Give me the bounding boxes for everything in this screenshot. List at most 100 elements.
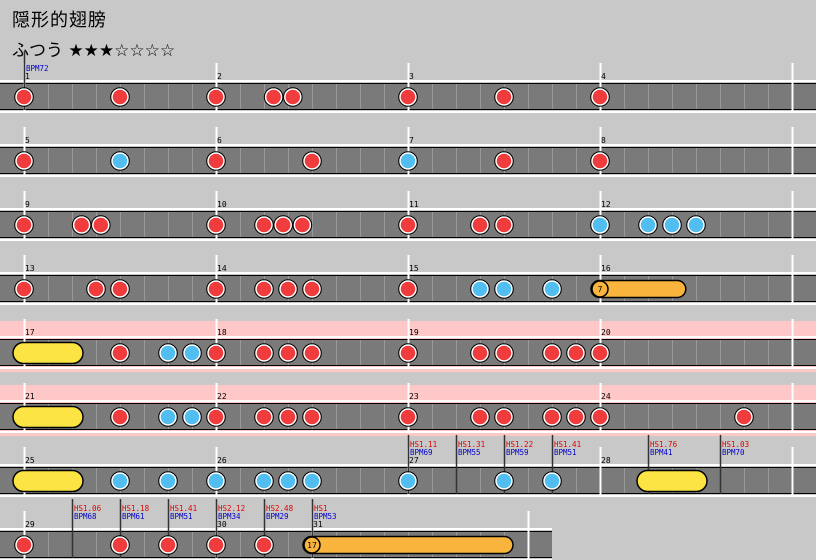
don-note-outline [254,407,274,427]
score-row-1: 1 2 3 4 BPM72 [0,51,816,113]
don-note [207,88,225,106]
don-note-outline [470,343,490,363]
ka-note [495,472,513,490]
measure-number: 29 [25,520,35,529]
ka-note [111,472,129,490]
hs-label: HS2.48 [266,504,294,513]
don-note-outline [494,215,514,235]
don-note-outline [278,407,298,427]
ka-note-outline [182,407,202,427]
don-note-outline [590,87,610,107]
don-note-outline [566,343,586,363]
ka-note-outline [302,471,322,491]
ka-note-outline [182,343,202,363]
bpm-label: BPM41 [650,448,673,457]
don-note [303,408,321,426]
don-note [399,216,417,234]
don-note-outline [14,151,34,171]
don-note-outline [110,87,130,107]
measure-number: 14 [217,264,227,273]
don-note [111,280,129,298]
hs-label: HS1.11 [410,440,437,449]
don-note-outline [71,215,92,235]
don-note-outline [14,215,34,235]
drumroll-head: 7 [591,280,609,298]
measure-number: 19 [409,328,419,337]
don-note-outline [494,87,514,107]
measure-number: 4 [601,72,606,81]
don-note [399,88,417,106]
measure-number: 6 [217,136,222,145]
measure-number: 13 [25,264,35,273]
ka-note [159,472,177,490]
don-note [92,216,110,234]
ka-note-outline [542,279,562,299]
measure-number: 10 [217,200,227,209]
difficulty-line: ふつう ★★★☆☆☆☆ [12,36,175,61]
difficulty-stars: ★★★☆☆☆☆ [68,41,176,61]
ka-note [471,280,489,298]
bpm-label: BPM34 [218,512,241,521]
drumroll-bar [12,469,84,493]
don-note-outline [14,535,34,555]
bpm-label: BPM69 [410,448,433,457]
don-note-outline [206,343,226,363]
hs-label: HS1.31 [458,440,485,449]
ka-note [183,408,201,426]
don-note [471,344,489,362]
don-note-outline [254,279,274,299]
hs-label: HS2.12 [218,504,245,513]
don-note-outline [263,87,284,107]
don-note-outline [283,87,303,107]
ka-note-outline [686,215,706,235]
score-row-5: 17 18 19 20 [0,319,816,372]
don-note [303,152,321,170]
don-note [274,216,292,234]
don-note-outline [14,279,34,299]
ka-note-outline [110,471,130,491]
ka-note-outline [398,471,418,491]
don-note-outline [302,279,322,299]
don-note [293,216,312,234]
measure-number: 26 [217,456,227,465]
don-note [471,408,489,426]
score-row-3: 9 10 11 12 [0,191,816,241]
ka-note [495,280,513,298]
measure-number: 21 [25,392,35,401]
drumroll-bar [590,279,687,299]
don-note-outline [14,87,34,107]
measure-number: 31 [313,520,323,529]
bpm-label: BPM68 [74,512,97,521]
don-note [495,344,513,362]
don-note-outline [110,535,130,555]
hs-label: HS1 [314,504,328,513]
don-note [567,344,585,362]
don-note [15,280,33,298]
don-note [471,216,489,234]
measure-number: 20 [601,328,611,337]
drumroll-bar [302,535,514,555]
ka-note-outline [590,215,610,235]
hs-label: HS1.41 [170,504,197,513]
don-note [495,152,513,170]
don-note-outline [292,215,313,235]
drumroll-bar [12,341,84,365]
ka-note-outline [158,471,178,491]
don-note-outline [398,343,418,363]
don-note-outline [86,279,106,299]
don-note [207,536,225,554]
ka-note [687,216,705,234]
bpm-label: BPM51 [170,512,193,521]
don-note [399,344,417,362]
don-note [255,280,273,298]
don-note [284,88,302,106]
don-note-outline [254,343,274,363]
don-note [15,536,33,554]
drumroll-bar [636,469,708,493]
drumroll-head-circle [303,536,321,554]
don-note [399,280,417,298]
don-note-outline [206,407,226,427]
measure-number: 12 [601,200,611,209]
don-note-outline [206,151,226,171]
